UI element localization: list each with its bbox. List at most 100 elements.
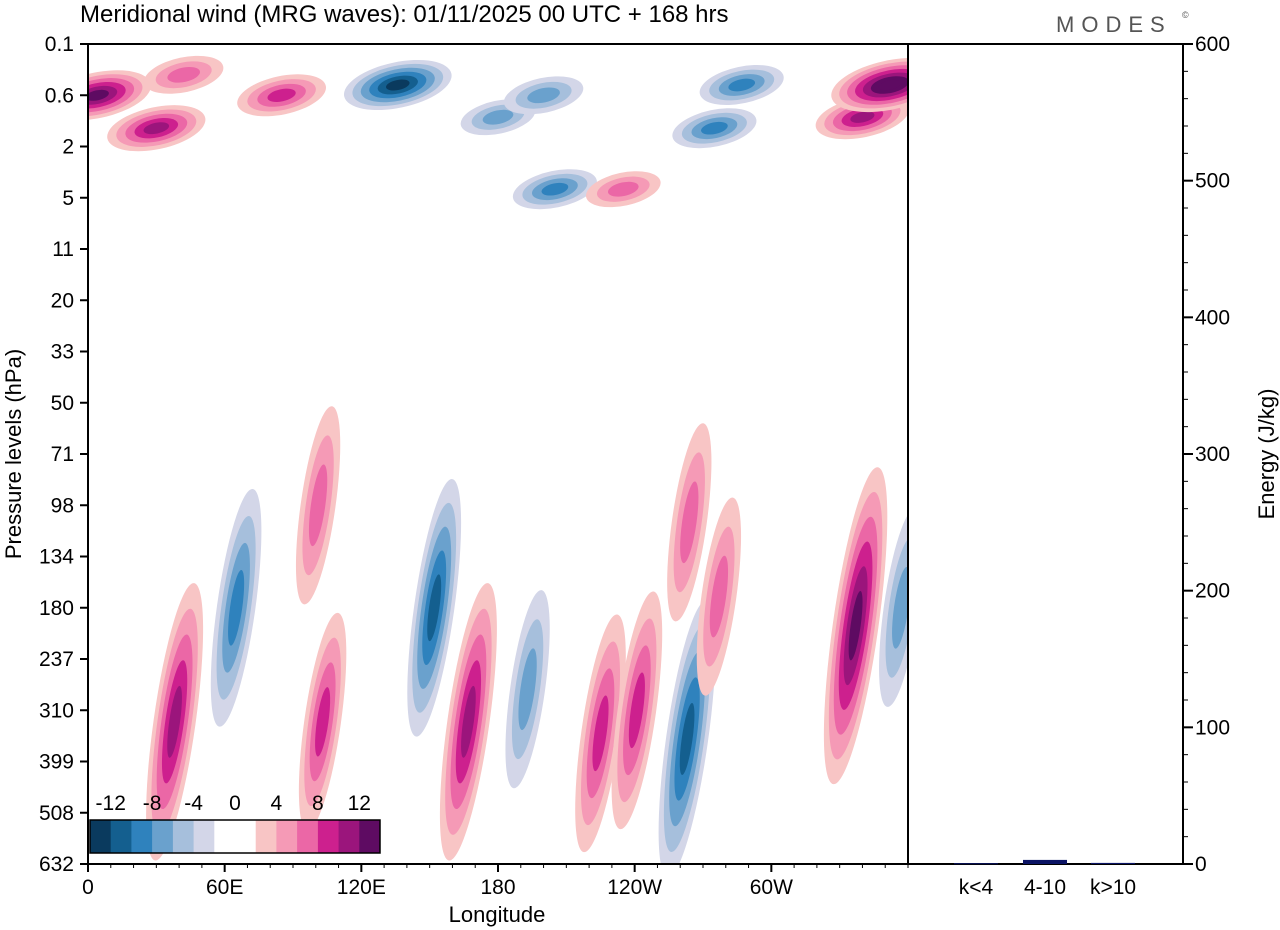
contour-level [878,79,901,91]
y-tick-label: 0.1 [45,33,74,56]
y-tick-label: 50 [51,392,74,415]
contour-level [850,111,875,123]
colorbar-swatch [317,820,340,853]
contour-level [848,591,863,661]
contour-level [518,648,537,731]
energy-axis-title: Energy (J/kg) [1254,389,1279,520]
contour-level [701,121,728,135]
energy-tick-label: 400 [1195,306,1230,329]
wind-feature-7 [512,169,597,210]
contour-level [143,122,170,135]
x-tick-label: 180 [480,876,515,899]
contour-level [607,181,639,197]
colorbar-label: 0 [229,792,241,815]
colorbar-swatch [235,820,257,853]
contour-level [386,79,410,91]
energy-tick-label: 600 [1195,33,1230,56]
contour-level [228,569,245,646]
energy-bar-group [954,859,1135,865]
energy-tick-label: 300 [1195,443,1230,466]
energy-category-label: 4-10 [1024,876,1066,899]
contour-level [709,555,729,638]
colorbar-swatch [276,820,298,853]
colorbar-swatch [172,820,195,853]
wind-feature-3 [237,74,326,117]
colorbar-swatch [214,820,236,853]
colorbar: -12 -8 -4 0 4 8 12 [89,792,381,854]
energy-axis: 0 100 200 300 400 500 600 [1183,33,1230,876]
energy-category-label: k>10 [1090,876,1136,899]
y-tick-label: 134 [39,546,74,569]
wind-feature-23 [667,423,712,622]
contour-level [267,88,296,102]
wind-feature-8 [585,171,661,208]
energy-tick-label: 0 [1195,853,1207,876]
y-tick-label: 2 [62,136,74,159]
y-tick-label: 180 [39,597,74,620]
y-tick-label: 310 [39,699,74,722]
longitude-axis: 0 60E 120E 180 120W 60W [82,864,909,899]
y-tick-label: 20 [51,289,74,312]
wind-feature-2 [144,55,224,94]
y-tick-label: 98 [51,494,74,517]
energy-bar [1023,859,1067,864]
wind-feature-6 [503,76,584,115]
energy-bar [954,863,998,865]
wind-feature-24 [696,497,742,696]
energy-tick-label: 100 [1195,716,1230,739]
y-tick-label: 399 [39,751,74,774]
y-tick-label: 5 [62,187,74,210]
y-tick-label: 508 [39,802,74,825]
contour-level [167,66,201,83]
wind-feature-26 [879,508,908,707]
contour-level [527,87,560,104]
contour-level [680,481,699,564]
contour-level [308,464,328,547]
wind-feature-9 [672,108,757,149]
main-plot-frame [87,43,909,865]
wind-feature-14 [210,488,262,727]
colorbar-swatch [110,820,132,853]
wind-feature-1 [107,105,206,152]
contour-level [592,695,609,772]
colorbar-swatch [359,820,381,853]
contour-level [167,685,182,758]
wind-feature-4 [343,59,452,111]
y-tick-label: 11 [52,238,74,261]
contour-level [88,89,109,101]
colorbar-label: -12 [96,792,126,815]
colorbar-swatch [297,820,319,853]
contour-level [482,109,514,125]
colorbar-label: -4 [184,792,203,815]
contour-level [628,672,645,749]
y-tick-label: 0.6 [45,84,74,107]
energy-tick-label: 500 [1195,170,1230,193]
y-tick-label: 632 [39,853,74,876]
y-tick-label: 237 [39,648,74,671]
colorbar-frame [89,819,381,854]
wind-feature-15 [295,406,341,605]
x-tick-label: 60E [206,876,243,899]
x-tick-label: 60W [750,876,793,899]
wind-feature-10 [699,65,784,105]
wind-feature-16 [298,612,347,831]
chart-title: Meridional wind (MRG waves): 01/11/2025 … [80,1,729,28]
energy-category-label: k<4 [959,876,994,899]
wind-feature-20 [575,614,626,853]
colorbar-swatch [90,820,112,853]
x-axis-title: Longitude [449,902,546,927]
wind-feature-25 [823,467,888,785]
contour-field [88,55,908,864]
x-tick-label: 120W [607,876,662,899]
wind-feature-21 [611,591,663,830]
colorbar-label: 12 [348,792,371,815]
wind-feature-18 [439,583,497,861]
wind-feature-13 [146,583,204,861]
wind-feature-19 [505,590,550,789]
y-axis-title: Pressure levels (hPa) [1,349,26,559]
contour-level [892,566,908,649]
colorbar-swatch [338,820,360,853]
colorbar-label: 4 [271,792,283,815]
modes-logo: MODES © [1056,10,1189,37]
